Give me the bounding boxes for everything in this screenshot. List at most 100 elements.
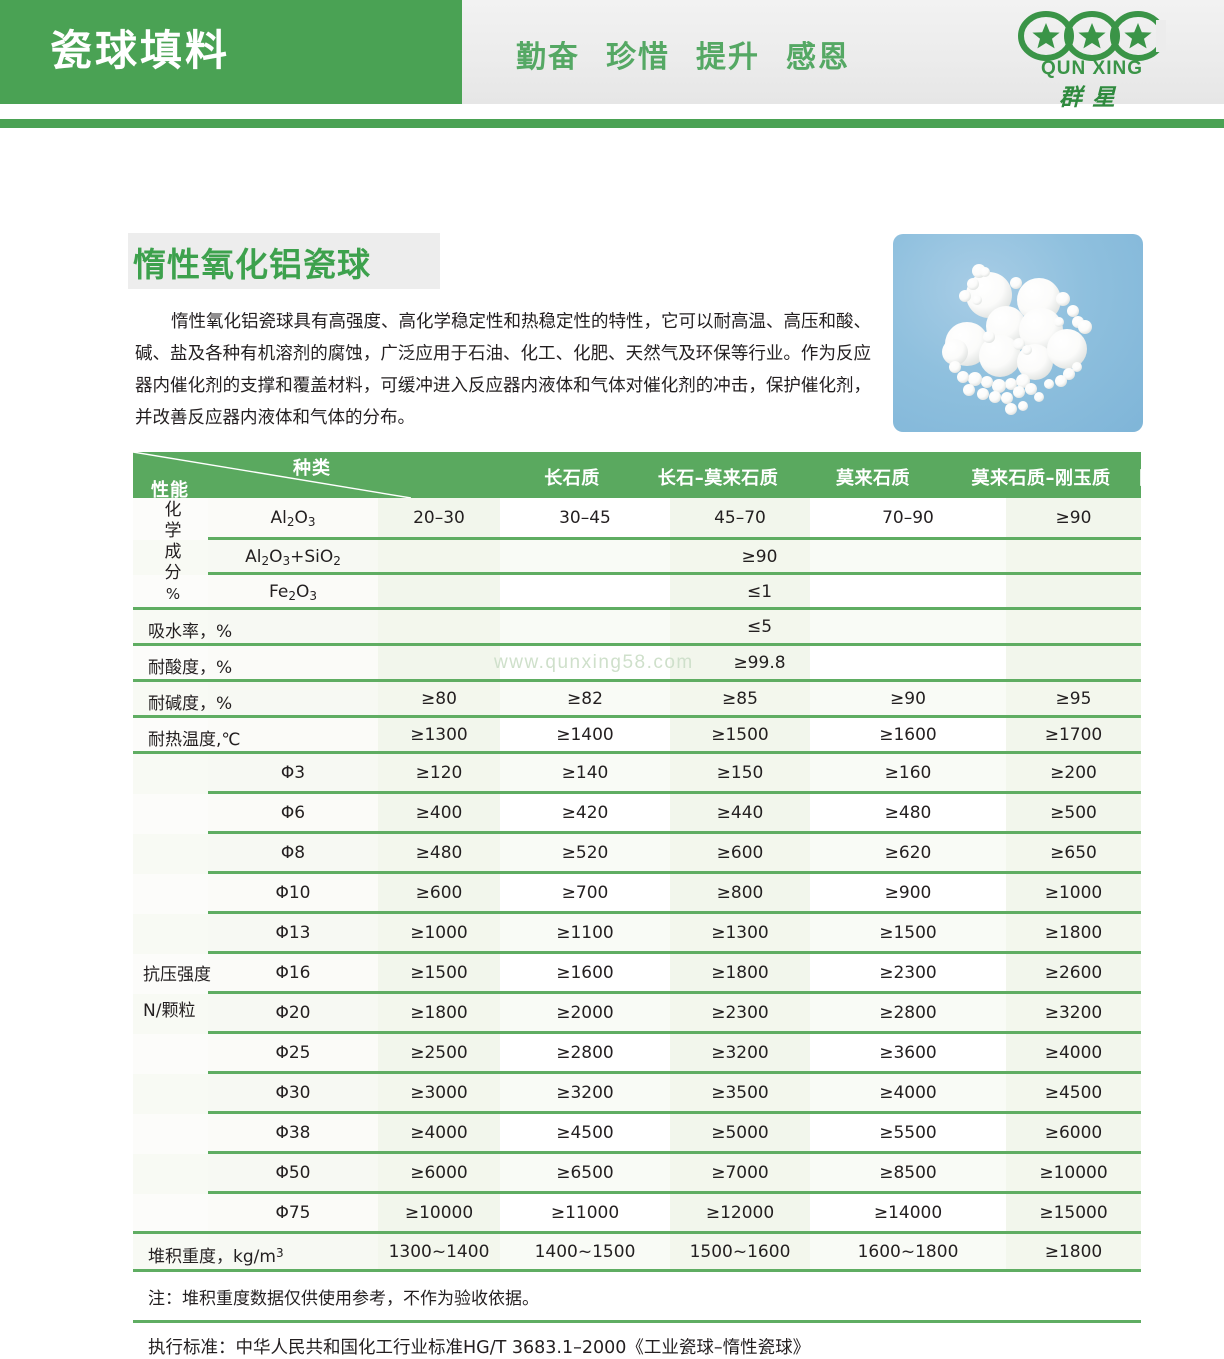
table-cell: ≥90: [741, 547, 778, 567]
table-cell: ≥1700: [1044, 725, 1103, 745]
table-row: Al2O3 20–30 30–45 45–70 70–90 ≥90: [0, 498, 1224, 540]
table-cell: ≥90: [1055, 508, 1092, 528]
header-green-block: [0, 0, 462, 104]
table-cell: 1400~1500: [534, 1242, 636, 1262]
row-name: Φ10: [275, 883, 311, 903]
row-divider: [208, 951, 1141, 954]
section-title: 惰性氧化铝瓷球: [133, 245, 371, 284]
row-divider: [133, 607, 1141, 610]
row-name: Φ75: [275, 1203, 311, 1223]
row-divider: [208, 1031, 1141, 1034]
row-divider: [208, 911, 1141, 914]
row-stripe: [133, 1074, 1141, 1114]
group-label-char-5: %: [165, 585, 181, 603]
slogan-word-2: 珍惜: [606, 40, 670, 75]
table-cell: ≥14000: [873, 1203, 943, 1223]
table-cell: ≥10000: [404, 1203, 474, 1223]
table-row: Φ75 ≥10000 ≥11000 ≥12000 ≥14000 ≥15000: [0, 1194, 1224, 1234]
row-divider: [133, 751, 1141, 754]
table-cell: ≥6500: [556, 1163, 614, 1183]
table-row: Fe2O3 ≤1: [0, 575, 1224, 610]
col-header-1: 长石质: [544, 468, 600, 489]
table-row: Φ50 ≥6000 ≥6500 ≥7000 ≥8500 ≥10000: [0, 1154, 1224, 1194]
product-photo: [893, 234, 1143, 432]
row-divider: [208, 1151, 1141, 1154]
table-cell: ≥82: [567, 689, 603, 709]
table-cell: ≥85: [722, 689, 758, 709]
row-label: 吸水率，%: [148, 622, 233, 642]
table-cell: ≥3000: [410, 1083, 468, 1103]
table-row: 吸水率，% ≤5: [0, 610, 1224, 646]
row-stripe: [133, 610, 1141, 646]
table-cell: ≥480: [884, 803, 932, 823]
table-cell: ≥3600: [879, 1043, 937, 1063]
table-cell: ≥120: [415, 763, 463, 783]
table-cell: ≥650: [1050, 843, 1097, 863]
section-title-backdrop: [128, 233, 440, 289]
table-cell: ≥480: [415, 843, 463, 863]
group-label-char-2: 学: [164, 521, 182, 541]
table-cell: ≥1800: [1044, 923, 1103, 943]
table-cell: ≥1100: [556, 923, 614, 943]
table-note: 注：堆积重度数据仅供使用参考，不作为验收依据。: [148, 1289, 539, 1309]
three-rings-with-stars-icon: [1018, 11, 1166, 61]
logo-wordmark: QUN XING: [1041, 58, 1143, 79]
table-cell: ≥4500: [556, 1123, 614, 1143]
row-name: Al2O3: [270, 508, 316, 529]
table-cell: ≥7000: [711, 1163, 769, 1183]
page-header: 瓷球填料 勤奋 珍惜 提升 感恩 QUN XING 群星: [0, 0, 1224, 111]
table-cell: ≥800: [716, 883, 764, 903]
table-row: 耐酸度，% ≥99.8: [0, 646, 1224, 682]
table-cell: ≥6000: [1044, 1123, 1103, 1143]
table-cell: ≥2800: [556, 1043, 614, 1063]
table-header-row: 性能 种类 长石质 长石–莫来石质 莫来石质 莫来石质–刚玉质 刚玉质: [133, 452, 1194, 501]
row-name: Φ20: [275, 1003, 311, 1023]
table-cell: 45–70: [714, 508, 766, 528]
table-cell: ≥11000: [550, 1203, 620, 1223]
note-divider: [133, 1320, 1141, 1323]
group-label-strength-line1: 抗压强度: [143, 965, 211, 985]
row-divider: [208, 1111, 1141, 1114]
row-divider: [208, 1071, 1141, 1074]
table-cell: ≥600: [716, 843, 764, 863]
group-label-strength-line2: N/颗粒: [143, 1001, 196, 1021]
table-cell: ≥3200: [711, 1043, 769, 1063]
table-cell: ≥400: [415, 803, 463, 823]
row-name: Φ13: [275, 923, 311, 943]
table-cell: ≥1000: [1044, 883, 1103, 903]
ceramic-balls-illustration: [942, 264, 1092, 415]
table-row: Φ10 ≥600 ≥700 ≥800 ≥900 ≥1000: [0, 874, 1224, 914]
table-cell: ≥6000: [410, 1163, 468, 1183]
execution-standard: 执行标准：中华人民共和国化工行业标准HG/T 3683.1–2000《工业瓷球–…: [148, 1338, 811, 1358]
table-cell: ≥440: [716, 803, 764, 823]
row-stripe: [133, 754, 1141, 794]
table-cell: ≥160: [884, 763, 932, 783]
row-stripe: [133, 682, 1141, 718]
table-cell: ≥99.8: [733, 653, 786, 673]
table-row: 堆积重度，kg/m3 1300~1400 1400~1500 1500~1600 160…: [0, 1234, 1224, 1272]
row-label: 耐热温度,℃: [148, 730, 241, 750]
spec-table: 性能 种类 长石质 长石–莫来石质 莫来石质 莫来石质–刚玉质 刚玉质: [133, 452, 1194, 501]
table-cell: ≥15000: [1039, 1203, 1108, 1223]
slogan-word-1: 勤奋: [516, 40, 580, 75]
table-cell: ≥1300: [410, 725, 468, 745]
table-cell: ≥1500: [879, 923, 937, 943]
table-row: Φ8 ≥480 ≥520 ≥600 ≥620 ≥650: [0, 834, 1224, 874]
table-row: Φ3 ≥120 ≥140 ≥150 ≥160 ≥200: [0, 754, 1224, 794]
table-row: 耐碱度，% ≥80 ≥82 ≥85 ≥90 ≥95: [0, 682, 1224, 718]
table-cell: ≥12000: [705, 1203, 775, 1223]
table-cell: ≥1600: [879, 725, 937, 745]
col-header-3: 莫来石质: [836, 468, 910, 489]
table-cell: ≥4000: [1044, 1043, 1103, 1063]
table-cell: ≥3500: [711, 1083, 769, 1103]
table-cell: 1600~1800: [857, 1242, 959, 1262]
table-row: Φ13 ≥1000 ≥1100 ≥1300 ≥1500 ≥1800: [0, 914, 1224, 954]
table-cell: ≥2000: [556, 1003, 614, 1023]
table-cell: ≥2300: [879, 963, 937, 983]
row-name: Φ25: [275, 1043, 311, 1063]
row-divider: [208, 537, 1141, 540]
row-name: Φ30: [275, 1083, 311, 1103]
row-stripe: [133, 540, 1141, 575]
table-cell: ≥420: [561, 803, 609, 823]
row-stripe: [133, 834, 1141, 874]
